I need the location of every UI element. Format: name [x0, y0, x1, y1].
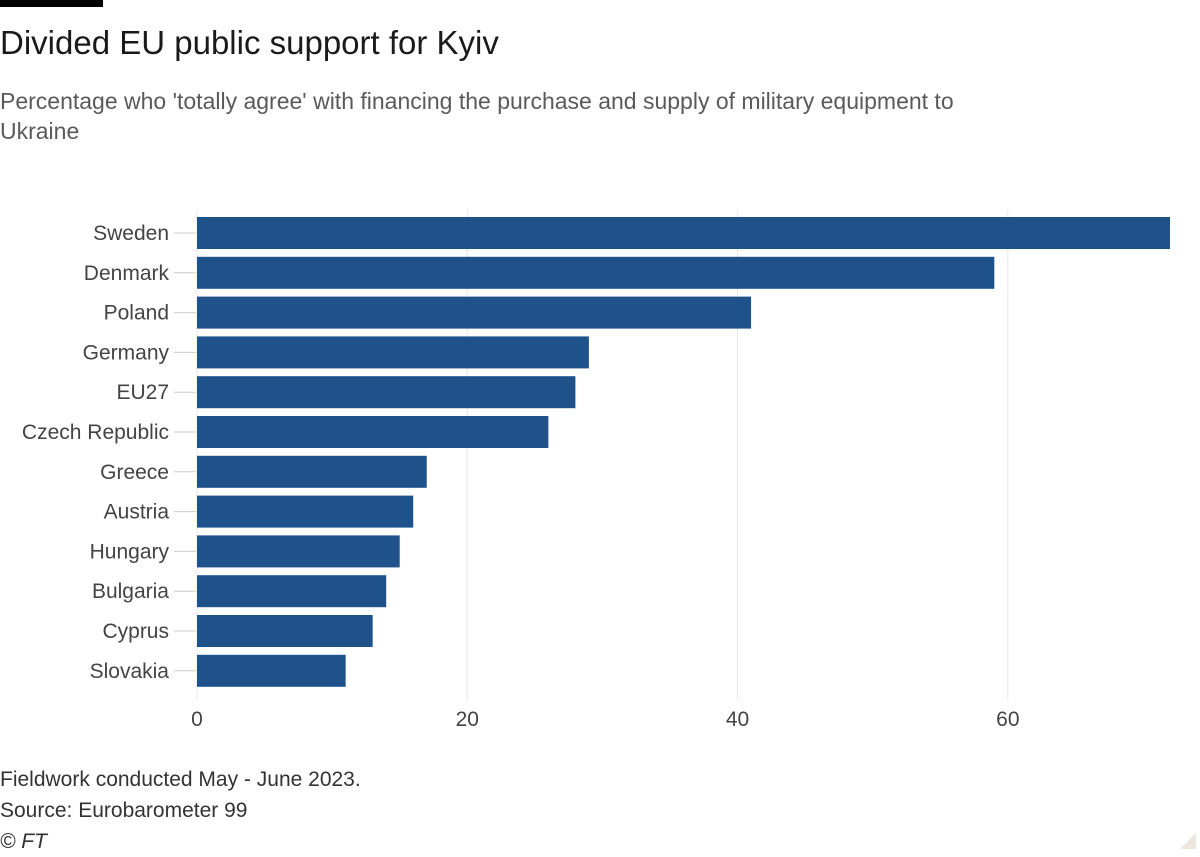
category-label: Greece — [100, 461, 169, 484]
bar-germany — [197, 336, 589, 369]
bar-denmark — [197, 256, 995, 289]
bar-hungary — [197, 535, 400, 568]
category-label: Czech Republic — [22, 421, 169, 444]
category-label: Sweden — [93, 222, 169, 245]
top-rule — [0, 0, 103, 7]
category-label: Cyprus — [102, 620, 169, 643]
bar-poland — [197, 296, 752, 329]
category-label: Poland — [104, 302, 169, 325]
category-label: Austria — [104, 501, 170, 524]
fieldwork-note: Fieldwork conducted May - June 2023. — [0, 768, 361, 791]
category-label: Denmark — [84, 262, 170, 285]
bar-czech-republic — [197, 416, 549, 448]
chart-title: Divided EU public support for Kyiv — [0, 24, 499, 61]
corner-fold-icon — [1180, 833, 1196, 849]
category-labels: Sweden Denmark Poland Germany EU27 Czech Repu… — [22, 222, 196, 683]
category-label: Hungary — [90, 540, 170, 563]
bar-bulgaria — [197, 575, 387, 608]
x-tick-labels: 0 20 40 60 — [191, 708, 1019, 731]
bar-austria — [197, 495, 414, 528]
bar-chart: Sweden Denmark Poland Germany EU27 Czech Repu… — [22, 210, 1170, 731]
bar-greece — [197, 455, 427, 488]
bar-cyprus — [197, 615, 373, 647]
x-tick-label: 20 — [456, 708, 479, 731]
chart-subtitle: Percentage who 'totally agree' with fina… — [0, 88, 954, 144]
category-label: Slovakia — [90, 660, 170, 683]
source-note: Source: Eurobarometer 99 — [0, 799, 248, 822]
category-label: Germany — [83, 341, 170, 364]
bar-eu27 — [197, 376, 576, 409]
category-label: EU27 — [116, 381, 169, 404]
x-tick-label: 60 — [996, 708, 1019, 731]
bar-sweden — [197, 217, 1170, 249]
x-tick-label: 0 — [191, 708, 203, 731]
bar-slovakia — [197, 654, 346, 687]
x-tick-label: 40 — [726, 708, 749, 731]
category-label: Bulgaria — [92, 580, 169, 603]
bars — [197, 217, 1170, 687]
copyright-note: © FT — [0, 830, 47, 853]
